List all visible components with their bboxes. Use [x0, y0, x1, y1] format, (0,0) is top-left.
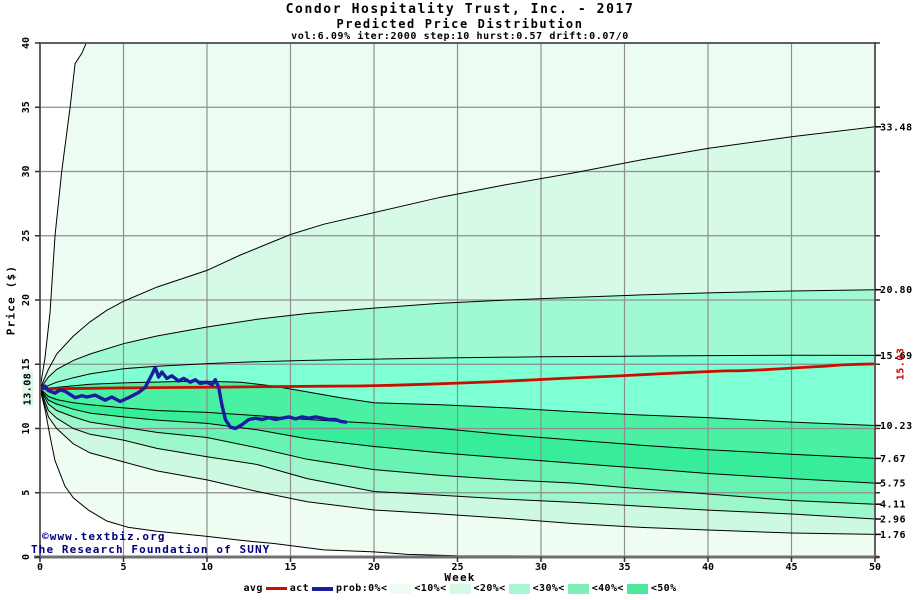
right-axis-label-1.76: 1.76	[880, 530, 906, 541]
right-axis-label-15.69: 15.69	[880, 351, 913, 362]
y-tick-label-5: 5	[21, 490, 32, 496]
curve-p-10.23	[40, 380, 875, 426]
right-axis-label-7.67: 7.67	[880, 454, 906, 465]
right-axis-labels: 33.48 20.80 15.69 10.23 7.67 5.75 4.11 2.96 1.76	[875, 122, 913, 541]
x-tick-label-15: 15	[284, 562, 296, 573]
band-p-5.75-to-p-4.11	[40, 388, 875, 505]
legend-band-swatch-4	[626, 583, 648, 594]
y-tick-label-15: 15	[21, 358, 32, 370]
legend-act-label: act	[289, 583, 310, 594]
y-tick-label-30: 30	[21, 165, 32, 177]
legend-band-swatch-0	[390, 583, 412, 594]
y-axis-title: Price ($)	[4, 264, 18, 336]
x-tick-label-30: 30	[535, 562, 547, 573]
legend-band-label-5: <50%	[650, 583, 677, 594]
right-axis-label-2.96: 2.96	[880, 514, 906, 525]
right-axis-label-10.23: 10.23	[880, 421, 913, 432]
curve-p-4.11	[40, 388, 875, 505]
price-series	[40, 362, 875, 431]
right-axis-label-5.75: 5.75	[880, 479, 906, 490]
legend-avg-label: avg	[243, 583, 263, 594]
legend-band-label-0: prob:0%<	[336, 583, 388, 594]
legend-band-swatch-2	[508, 583, 530, 594]
legend-band-label-3: <30%<	[532, 583, 565, 594]
x-tick-label-40: 40	[702, 562, 714, 573]
curve-p-max	[40, 43, 87, 389]
band-p-max-to-p-33.48	[40, 43, 875, 389]
legend-band-label-4: <40%<	[591, 583, 624, 594]
axis-ticks	[35, 42, 880, 562]
chart-subtitle: Predicted Price Distribution	[336, 17, 584, 31]
y-tick-label-10: 10	[21, 422, 32, 434]
curve-p-33.48	[40, 126, 875, 390]
end-avg-price-label: 15.03	[895, 347, 907, 381]
band-p-1.76-to-p-min	[40, 388, 875, 557]
chart-title: Condor Hospitality Trust, Inc. - 2017	[285, 2, 635, 17]
curve-p-5.75	[40, 388, 875, 484]
x-tick-label-45: 45	[785, 562, 797, 573]
y-tick-label-25: 25	[21, 230, 32, 242]
actual-price-line	[40, 365, 348, 431]
right-axis-label-33.48: 33.48	[880, 122, 913, 133]
right-axis-label-20.80: 20.80	[880, 285, 913, 296]
curve-p-20.80	[40, 289, 875, 390]
avg-price-line	[40, 362, 875, 391]
legend-band-label-2: <20%<	[473, 583, 506, 594]
x-tick-label-10: 10	[201, 562, 213, 573]
curve-p-1.76	[40, 388, 875, 535]
tick-labels: 0 5 10 15 20 25 30 35 40 45 50 0 5 10 15 20 25 30 35 40	[21, 37, 881, 573]
legend-avg-line-swatch	[265, 587, 287, 590]
legend: avg act prob:0%< <10%< <20%< <30%< <40%< <50%	[0, 583, 920, 594]
y-tick-label-40: 40	[21, 37, 32, 49]
start-price-label: 13.08	[22, 371, 34, 407]
watermark-url: ©www.textbiz.org	[42, 530, 166, 543]
curve-p-2.96	[40, 388, 875, 520]
curve-p-15.69	[40, 354, 875, 390]
y-tick-label-35: 35	[21, 101, 32, 113]
gridlines	[40, 43, 875, 557]
watermark-org: The Research Foundation of SUNY	[31, 543, 271, 556]
x-tick-label-20: 20	[368, 562, 380, 573]
x-tick-label-0: 0	[37, 562, 43, 573]
right-axis-label-4.11: 4.11	[880, 500, 906, 511]
x-tick-label-50: 50	[869, 562, 881, 573]
y-tick-label-0: 0	[21, 554, 32, 560]
legend-band-swatch-1	[449, 583, 471, 594]
x-tick-label-35: 35	[618, 562, 630, 573]
simulation-params: vol:6.09% iter:2000 step:10 hurst:0.57 d…	[291, 31, 629, 42]
legend-band-label-1: <10%<	[414, 583, 447, 594]
legend-band-swatch-3	[567, 583, 589, 594]
y-tick-label-20: 20	[21, 294, 32, 306]
x-tick-label-25: 25	[451, 562, 463, 573]
x-tick-label-5: 5	[120, 562, 126, 573]
legend-act-line-swatch	[312, 586, 334, 591]
x-axis-title: Week	[444, 571, 476, 584]
